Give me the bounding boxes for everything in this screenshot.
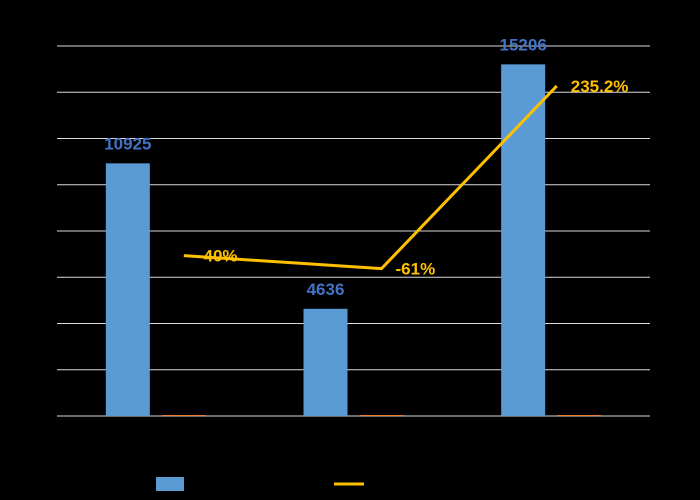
- legend-bar-swatch: [156, 477, 184, 491]
- line-value-label: -61%: [396, 260, 436, 279]
- line-value-label: 235.2%: [571, 77, 629, 96]
- line-series: [183, 84, 558, 271]
- gridlines: [57, 45, 650, 417]
- line-path: [183, 84, 558, 271]
- bar: [105, 163, 150, 416]
- bar: [557, 415, 602, 416]
- bar-series: [105, 64, 602, 416]
- bar-value-label: 4636: [307, 280, 345, 299]
- legend: [156, 477, 364, 491]
- bar: [303, 308, 348, 416]
- bar-value-label: 10925: [104, 134, 151, 153]
- bar: [161, 415, 206, 416]
- data-labels: 10925 4636 15206 -40% -61% 235.2%: [104, 35, 628, 298]
- line-value-label: -40%: [198, 247, 238, 266]
- bar-value-label: 15206: [500, 35, 547, 54]
- bar: [501, 64, 546, 416]
- bar: [359, 415, 404, 416]
